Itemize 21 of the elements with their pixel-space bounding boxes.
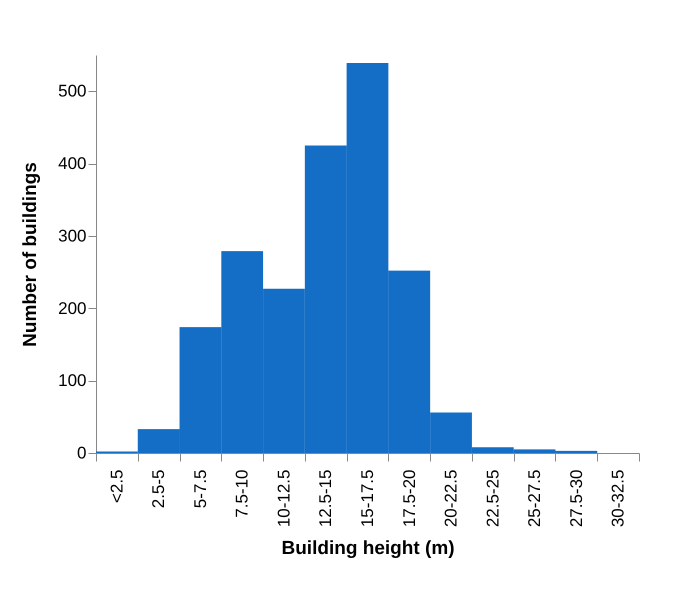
x-tick-label: 2.5-5 <box>149 470 168 508</box>
x-tick-label: 12.5-15 <box>316 470 336 528</box>
x-tick-label: 5-7.5 <box>190 470 210 508</box>
x-tick-label: 7.5-10 <box>232 470 252 518</box>
x-tick-label: <2.5 <box>107 470 126 504</box>
y-tick-label: 200 <box>58 298 86 318</box>
y-axis-title: Number of buildings <box>20 162 42 347</box>
x-tick-label: 30-32.5 <box>608 470 628 528</box>
x-tick-label: 10-12.5 <box>274 470 294 528</box>
x-tick-label: 25-27.5 <box>525 470 544 528</box>
y-tick-label: 100 <box>58 371 86 390</box>
x-tick-label: 17.5-20 <box>400 470 419 528</box>
y-tick-label: 0 <box>77 444 86 462</box>
y-tick-label: 300 <box>58 226 86 246</box>
y-tick-label: 400 <box>58 154 86 174</box>
x-tick-label: 20-22.5 <box>442 470 461 528</box>
x-axis-title: Building height (m) <box>281 538 455 560</box>
y-tick-label: 500 <box>58 82 86 101</box>
x-tick-label: 27.5-30 <box>566 470 586 528</box>
x-tick-label: 22.5-25 <box>483 470 502 528</box>
x-tick-label: 15-17.5 <box>358 470 377 528</box>
